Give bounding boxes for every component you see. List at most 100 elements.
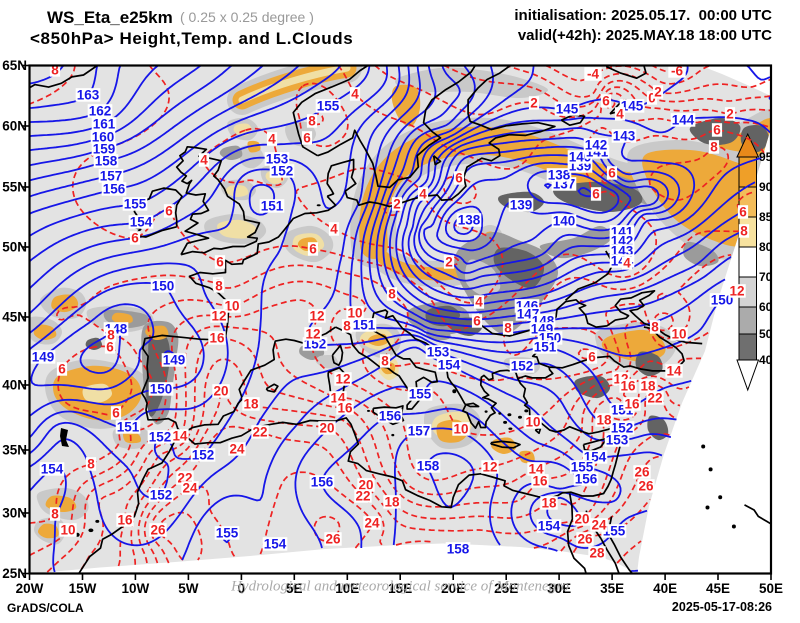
svg-text:20: 20 <box>358 478 373 493</box>
svg-text:155: 155 <box>216 526 239 541</box>
svg-text:8: 8 <box>308 114 316 129</box>
svg-text:145: 145 <box>621 99 644 114</box>
svg-text:24: 24 <box>591 518 607 533</box>
svg-text:26: 26 <box>577 532 593 547</box>
svg-text:16: 16 <box>209 331 225 346</box>
svg-text:149: 149 <box>32 350 55 365</box>
svg-text:160: 160 <box>92 130 115 145</box>
svg-text:18: 18 <box>640 379 656 394</box>
svg-text:30E: 30E <box>547 581 571 596</box>
svg-text:20: 20 <box>574 512 589 527</box>
svg-text:40: 40 <box>759 353 773 367</box>
svg-text:25E: 25E <box>494 581 518 596</box>
svg-text:30N: 30N <box>2 506 27 521</box>
svg-text:valid(+42h): 2025.MAY.18 18:00: valid(+42h): 2025.MAY.18 18:00 UTC <box>518 27 772 44</box>
svg-text:152: 152 <box>511 359 534 374</box>
svg-text:14: 14 <box>666 364 682 379</box>
svg-text:16: 16 <box>624 397 640 412</box>
svg-text:6: 6 <box>602 94 610 109</box>
svg-text:4: 4 <box>475 295 483 310</box>
svg-text:156: 156 <box>311 475 334 490</box>
svg-text:26: 26 <box>638 479 654 494</box>
svg-text:65N: 65N <box>2 58 27 73</box>
svg-text:25N: 25N <box>2 566 27 581</box>
svg-text:<850hPa> Height,Temp. and L.Cl: <850hPa> Height,Temp. and L.Clouds <box>30 29 353 48</box>
svg-text:14: 14 <box>528 462 544 477</box>
svg-text:95: 95 <box>759 150 773 164</box>
svg-text:10: 10 <box>671 327 686 342</box>
svg-text:6: 6 <box>58 362 66 377</box>
svg-text:6: 6 <box>131 231 139 246</box>
svg-text:( 0.25 x 0.25 degree ): ( 0.25 x 0.25 degree ) <box>180 9 314 25</box>
svg-text:10: 10 <box>224 299 239 314</box>
svg-text:8: 8 <box>215 279 223 294</box>
svg-text:24: 24 <box>182 481 198 496</box>
svg-text:50: 50 <box>759 327 773 341</box>
svg-text:60: 60 <box>759 300 773 314</box>
svg-text:initialisation: 2025.05.17. 0: initialisation: 2025.05.17. 00:00 UTC <box>514 7 772 24</box>
svg-text:35E: 35E <box>600 581 624 596</box>
svg-text:12: 12 <box>211 309 226 324</box>
svg-text:6: 6 <box>713 123 721 138</box>
svg-text:45N: 45N <box>2 310 27 325</box>
svg-text:4: 4 <box>623 256 631 271</box>
svg-text:20: 20 <box>213 384 228 399</box>
svg-text:156: 156 <box>575 472 598 487</box>
svg-text:-6: -6 <box>671 64 683 79</box>
svg-text:10: 10 <box>453 422 468 437</box>
svg-text:20: 20 <box>319 421 334 436</box>
svg-text:6: 6 <box>588 350 596 365</box>
svg-text:10E: 10E <box>335 581 359 596</box>
svg-text:8: 8 <box>343 319 351 334</box>
svg-text:143: 143 <box>613 129 636 144</box>
svg-text:2: 2 <box>393 197 401 212</box>
svg-text:6: 6 <box>473 314 481 329</box>
svg-text:6: 6 <box>592 187 600 202</box>
svg-text:40E: 40E <box>653 581 677 596</box>
svg-text:6: 6 <box>455 171 463 186</box>
svg-text:0: 0 <box>648 91 656 106</box>
svg-text:2025-05-17-08:26: 2025-05-17-08:26 <box>672 600 772 614</box>
svg-text:156: 156 <box>103 182 126 197</box>
svg-text:5W: 5W <box>178 581 199 596</box>
svg-text:22: 22 <box>252 425 267 440</box>
svg-text:WS_Eta_e25km: WS_Eta_e25km <box>47 8 173 27</box>
svg-text:8: 8 <box>51 507 59 522</box>
svg-text:Hydrological and meteorologica: Hydrological and meteorological service … <box>230 579 569 595</box>
svg-text:158: 158 <box>95 154 118 169</box>
svg-text:8: 8 <box>651 320 659 335</box>
svg-text:10: 10 <box>60 523 75 538</box>
svg-text:158: 158 <box>417 459 440 474</box>
svg-text:157: 157 <box>100 169 123 184</box>
svg-text:16: 16 <box>532 474 548 489</box>
svg-text:154: 154 <box>438 358 461 373</box>
svg-text:20E: 20E <box>441 581 465 596</box>
svg-text:18: 18 <box>384 495 400 510</box>
svg-text:4: 4 <box>419 187 427 202</box>
svg-text:138: 138 <box>458 213 481 228</box>
svg-text:40N: 40N <box>2 378 27 393</box>
svg-text:8: 8 <box>710 140 718 155</box>
svg-text:6: 6 <box>112 406 120 421</box>
svg-text:8: 8 <box>87 457 95 472</box>
svg-text:12: 12 <box>335 372 350 387</box>
svg-text:10: 10 <box>525 415 540 430</box>
svg-text:4: 4 <box>351 87 359 102</box>
svg-text:151: 151 <box>261 199 284 214</box>
svg-text:26: 26 <box>325 532 341 547</box>
svg-text:155: 155 <box>571 460 594 475</box>
svg-text:8: 8 <box>740 224 748 239</box>
svg-text:155: 155 <box>124 197 147 212</box>
svg-text:18: 18 <box>596 413 612 428</box>
svg-text:162: 162 <box>89 104 112 119</box>
svg-text:50N: 50N <box>2 240 27 255</box>
svg-text:154: 154 <box>264 537 287 552</box>
svg-text:45E: 45E <box>706 581 730 596</box>
svg-text:10: 10 <box>347 306 362 321</box>
svg-text:18: 18 <box>243 397 259 412</box>
svg-text:149: 149 <box>163 353 186 368</box>
svg-text:12: 12 <box>729 284 744 299</box>
svg-text:5E: 5E <box>286 581 303 596</box>
svg-text:145: 145 <box>556 102 579 117</box>
svg-text:153: 153 <box>606 433 629 448</box>
